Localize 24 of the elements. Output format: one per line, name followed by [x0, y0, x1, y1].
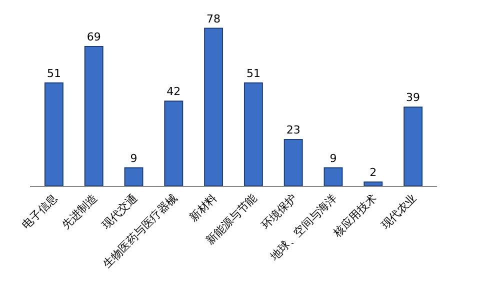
- bar: [204, 28, 224, 186]
- bar: [244, 82, 263, 186]
- data-label: 2: [370, 166, 377, 179]
- bar: [324, 167, 343, 186]
- data-label: 69: [86, 30, 101, 44]
- bar: [124, 167, 144, 186]
- bar: [164, 100, 184, 186]
- data-label: 51: [46, 66, 61, 80]
- bar: [284, 139, 303, 186]
- data-label: 42: [166, 85, 181, 98]
- bar: [364, 181, 383, 186]
- data-label: 51: [246, 66, 260, 80]
- bar: [84, 46, 104, 186]
- x-tick-label: 先进制造: [60, 192, 100, 232]
- x-tick-label: 新材料: [187, 192, 220, 224]
- data-label: 23: [286, 124, 300, 136]
- x-tick-label: 电子信息: [20, 192, 60, 232]
- bar: [44, 82, 64, 186]
- x-tick-label: 现代农业: [378, 192, 420, 232]
- data-label: 78: [206, 12, 221, 26]
- data-label: 9: [130, 152, 138, 165]
- data-label: 9: [330, 152, 337, 165]
- data-label: 39: [406, 91, 420, 104]
- bar: [404, 106, 423, 186]
